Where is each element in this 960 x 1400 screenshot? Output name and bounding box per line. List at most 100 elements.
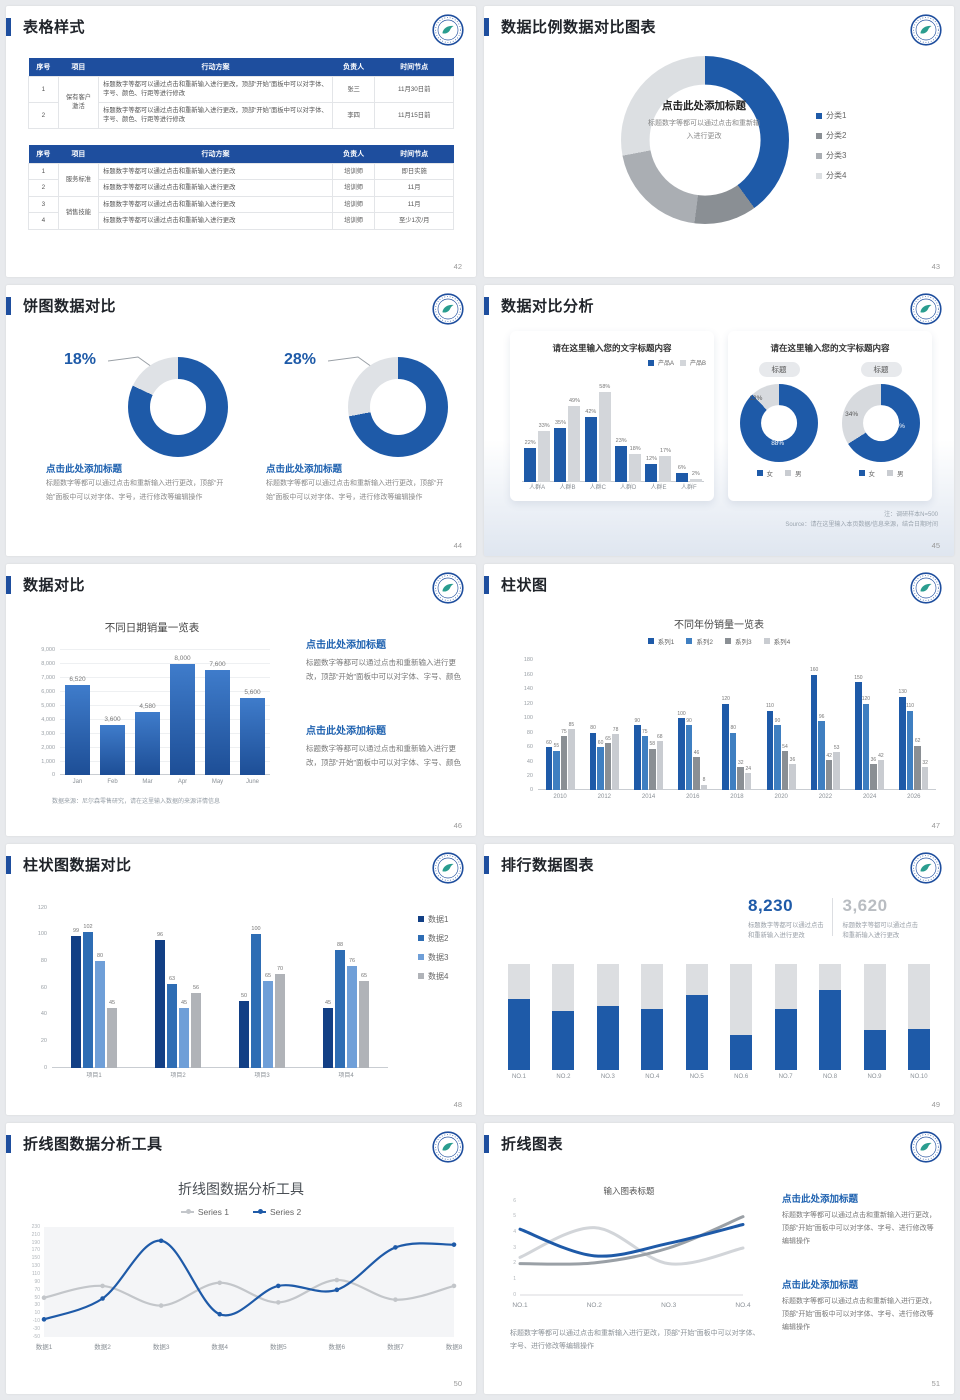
slide-49[interactable]: 排行数据图表 8,230 标题数字等都可以通过点击和重新输入进行更改 3,620…	[484, 843, 954, 1115]
category-label: Mar	[142, 779, 153, 786]
category-label: 人群A	[529, 485, 546, 492]
y-tick-label: 7,000	[41, 675, 55, 682]
page-number: 51	[931, 1379, 940, 1388]
bar-group: 110 90 54 36	[759, 660, 803, 791]
slide-43[interactable]: 数据比例数据对比图表 点击此处添加标题 标题数字等都可以通过点击和重新输入进行更…	[484, 6, 954, 278]
category-label: 2020	[774, 794, 788, 801]
school-logo	[910, 14, 942, 46]
table-header-row: 序号 项目 行动方案 负责人 时间节点	[28, 144, 454, 164]
slide-47[interactable]: 柱状图 不同年份销量一览表 系列1 系列2 系列3 系列4 0 20 40 60 80 100 1…	[484, 564, 954, 836]
bar-value-label: 90	[774, 717, 781, 724]
school-logo	[910, 1131, 942, 1163]
slide-44[interactable]: 饼图数据对比 18% 点击此处添加标题 标题数字等都可以通过点击和重新输入进行更…	[6, 285, 476, 557]
legend-label: 产品B	[689, 361, 706, 368]
slide-header: 表格样式	[6, 6, 476, 46]
pie-callout-value: 18%	[64, 351, 97, 369]
page-number: 42	[453, 262, 462, 272]
bar-group: 100 90 46 8	[671, 660, 715, 791]
bar-group: 22% 33%	[522, 381, 552, 483]
block-text: 标题数字等都可以通过点击和重新输入进行更改，顶部“开始”面板中可以对字体、字号、…	[782, 1297, 936, 1331]
cell: 1	[28, 76, 59, 103]
y-tick-label: 60	[40, 984, 47, 991]
school-logo-graphic	[910, 1131, 942, 1163]
slide-title: 数据对比	[23, 577, 86, 595]
bar-value-label: 2%	[691, 471, 700, 478]
bar-group: 6% 2%	[674, 381, 704, 483]
bar-value-label: 12%	[645, 455, 657, 462]
bar-group: 12% 17%	[643, 381, 673, 483]
bar-group: 130 110 62 32	[892, 660, 936, 791]
chart-title: 输入图表标题	[603, 1185, 655, 1196]
slide-title: 表格样式	[23, 19, 86, 36]
slide-51[interactable]: 折线图表 输入图表标题 6 5 4 3 2 1 0 NO.1 NO.2 NO.3 NO.4 标题数字…	[484, 1122, 954, 1394]
line-chart: 6 5 4 3 2 1 0 NO.1 NO.2 NO.3 NO.4	[506, 1197, 751, 1309]
title-accent-bar	[484, 18, 489, 36]
line-chart-canvas	[518, 1214, 745, 1296]
bar: 120	[862, 696, 870, 791]
block-text: 标题数字等都可以通过点击和重新输入进行更改，顶部“开始”面板中可以对字体、字号、…	[306, 658, 461, 682]
y-tick-label: 0	[51, 772, 55, 779]
page-number: 48	[453, 1099, 462, 1109]
page-number: 49	[931, 1099, 940, 1109]
data-source-note: 数据来源：尼尔森零售研究，请在这里输入数据的来源详情信息	[52, 799, 221, 806]
x-tick-label: 数据3	[152, 1343, 170, 1351]
y-tick-label: 5	[513, 1213, 516, 1220]
stack-column: NO.2	[552, 963, 575, 1080]
bar: 100	[677, 711, 686, 791]
page-number: 45	[931, 541, 940, 551]
slide-50[interactable]: 折线图数据分析工具 折线图数据分析工具 Series 1 Series 2 230…	[6, 1122, 476, 1394]
bar: 8	[700, 777, 708, 791]
bar: 33%	[538, 423, 551, 483]
bar: 58%	[598, 384, 611, 483]
legend-swatch	[679, 359, 686, 366]
slide-title: 数据比例数据对比图表	[501, 19, 657, 36]
bar: 60	[545, 740, 553, 791]
bar-group: 3,600	[95, 650, 130, 776]
chart-title: 不同日期销量一览表	[104, 622, 200, 635]
category-label: 2014	[641, 794, 656, 801]
donut-column: 标题 34% 66% 女男	[842, 362, 920, 478]
slide-42[interactable]: 表格样式 序号 项目 行动方案 负责人 时间节点 1 保有客户激活 标题数字等都…	[6, 6, 476, 278]
stack-bar	[685, 963, 708, 1070]
bar-value-label: 45	[180, 999, 188, 1006]
bar: 42	[877, 753, 885, 791]
category-labels: 2010 2012 2014 2016 2018 2020 2022 2024 2026	[538, 790, 936, 802]
y-tick-label: 0	[529, 787, 533, 794]
stack-bar	[819, 963, 842, 1070]
cell: 至少1次/月	[374, 212, 454, 230]
bar-value-label: 80	[590, 725, 596, 732]
category-label: NO.7	[778, 1073, 793, 1080]
stack-bar	[730, 963, 753, 1070]
bar-value-label: 96	[156, 931, 164, 938]
kpi-column: 3,620 标题数字等都可以通过点击和重新输入进行更改	[843, 896, 925, 942]
legend-item: 数据4	[418, 971, 448, 982]
bar-group: 5,600	[235, 650, 270, 776]
bar: 96	[155, 932, 165, 1068]
legend-swatch	[816, 112, 822, 119]
cell: 培训师	[331, 162, 376, 181]
cell: 4	[28, 212, 59, 230]
slide-46[interactable]: 数据对比 不同日期销量一览表 0 1,000 2,000 3,000 4,000 5,00…	[6, 564, 476, 836]
cell: 服务标准	[57, 162, 100, 197]
bar-value-label: 8,000	[174, 655, 191, 663]
stack-bar-fill	[685, 995, 708, 1070]
slide-45[interactable]: 数据对比分析 请在这里输入您的文字标题内容 产品A 产品B 22% 33% 35% 49…	[484, 285, 954, 557]
gridline	[60, 732, 270, 734]
bar-group: 42% 58%	[583, 381, 613, 483]
block-title: 点击此处添加标题	[306, 726, 386, 738]
slide-48[interactable]: 柱状图数据对比 0 20 40 60 80 100 120 99 102 80 45 96 63 45 56…	[6, 843, 476, 1115]
bar-group: 45 88 76 65	[304, 908, 388, 1068]
bar-chart: 0 1,000 2,000 3,000 4,000 5,000 6,000 7,000 8,00…	[26, 640, 278, 788]
table-header-row: 序号 项目 行动方案 负责人 时间节点	[28, 58, 454, 77]
tables-area: 序号 项目 行动方案 负责人 时间节点 1 保有客户激活 标题数字等都可以通过点…	[28, 58, 454, 230]
legend-item: 分类1	[816, 110, 846, 121]
legend-swatch	[647, 638, 654, 645]
category-labels: 人群A 人群B 人群C 人群D 人群E 人群F	[522, 482, 704, 493]
kpi-column: 8,230 标题数字等都可以通过点击和重新输入进行更改	[748, 896, 830, 942]
legend-item: 分类2	[816, 130, 846, 141]
bar-value-label: 55	[553, 743, 560, 750]
bar: 18%	[629, 446, 642, 483]
school-logo-graphic	[432, 851, 464, 884]
bar-group: 35% 49%	[552, 381, 582, 483]
donut-chart: 12% 88%	[740, 384, 818, 463]
